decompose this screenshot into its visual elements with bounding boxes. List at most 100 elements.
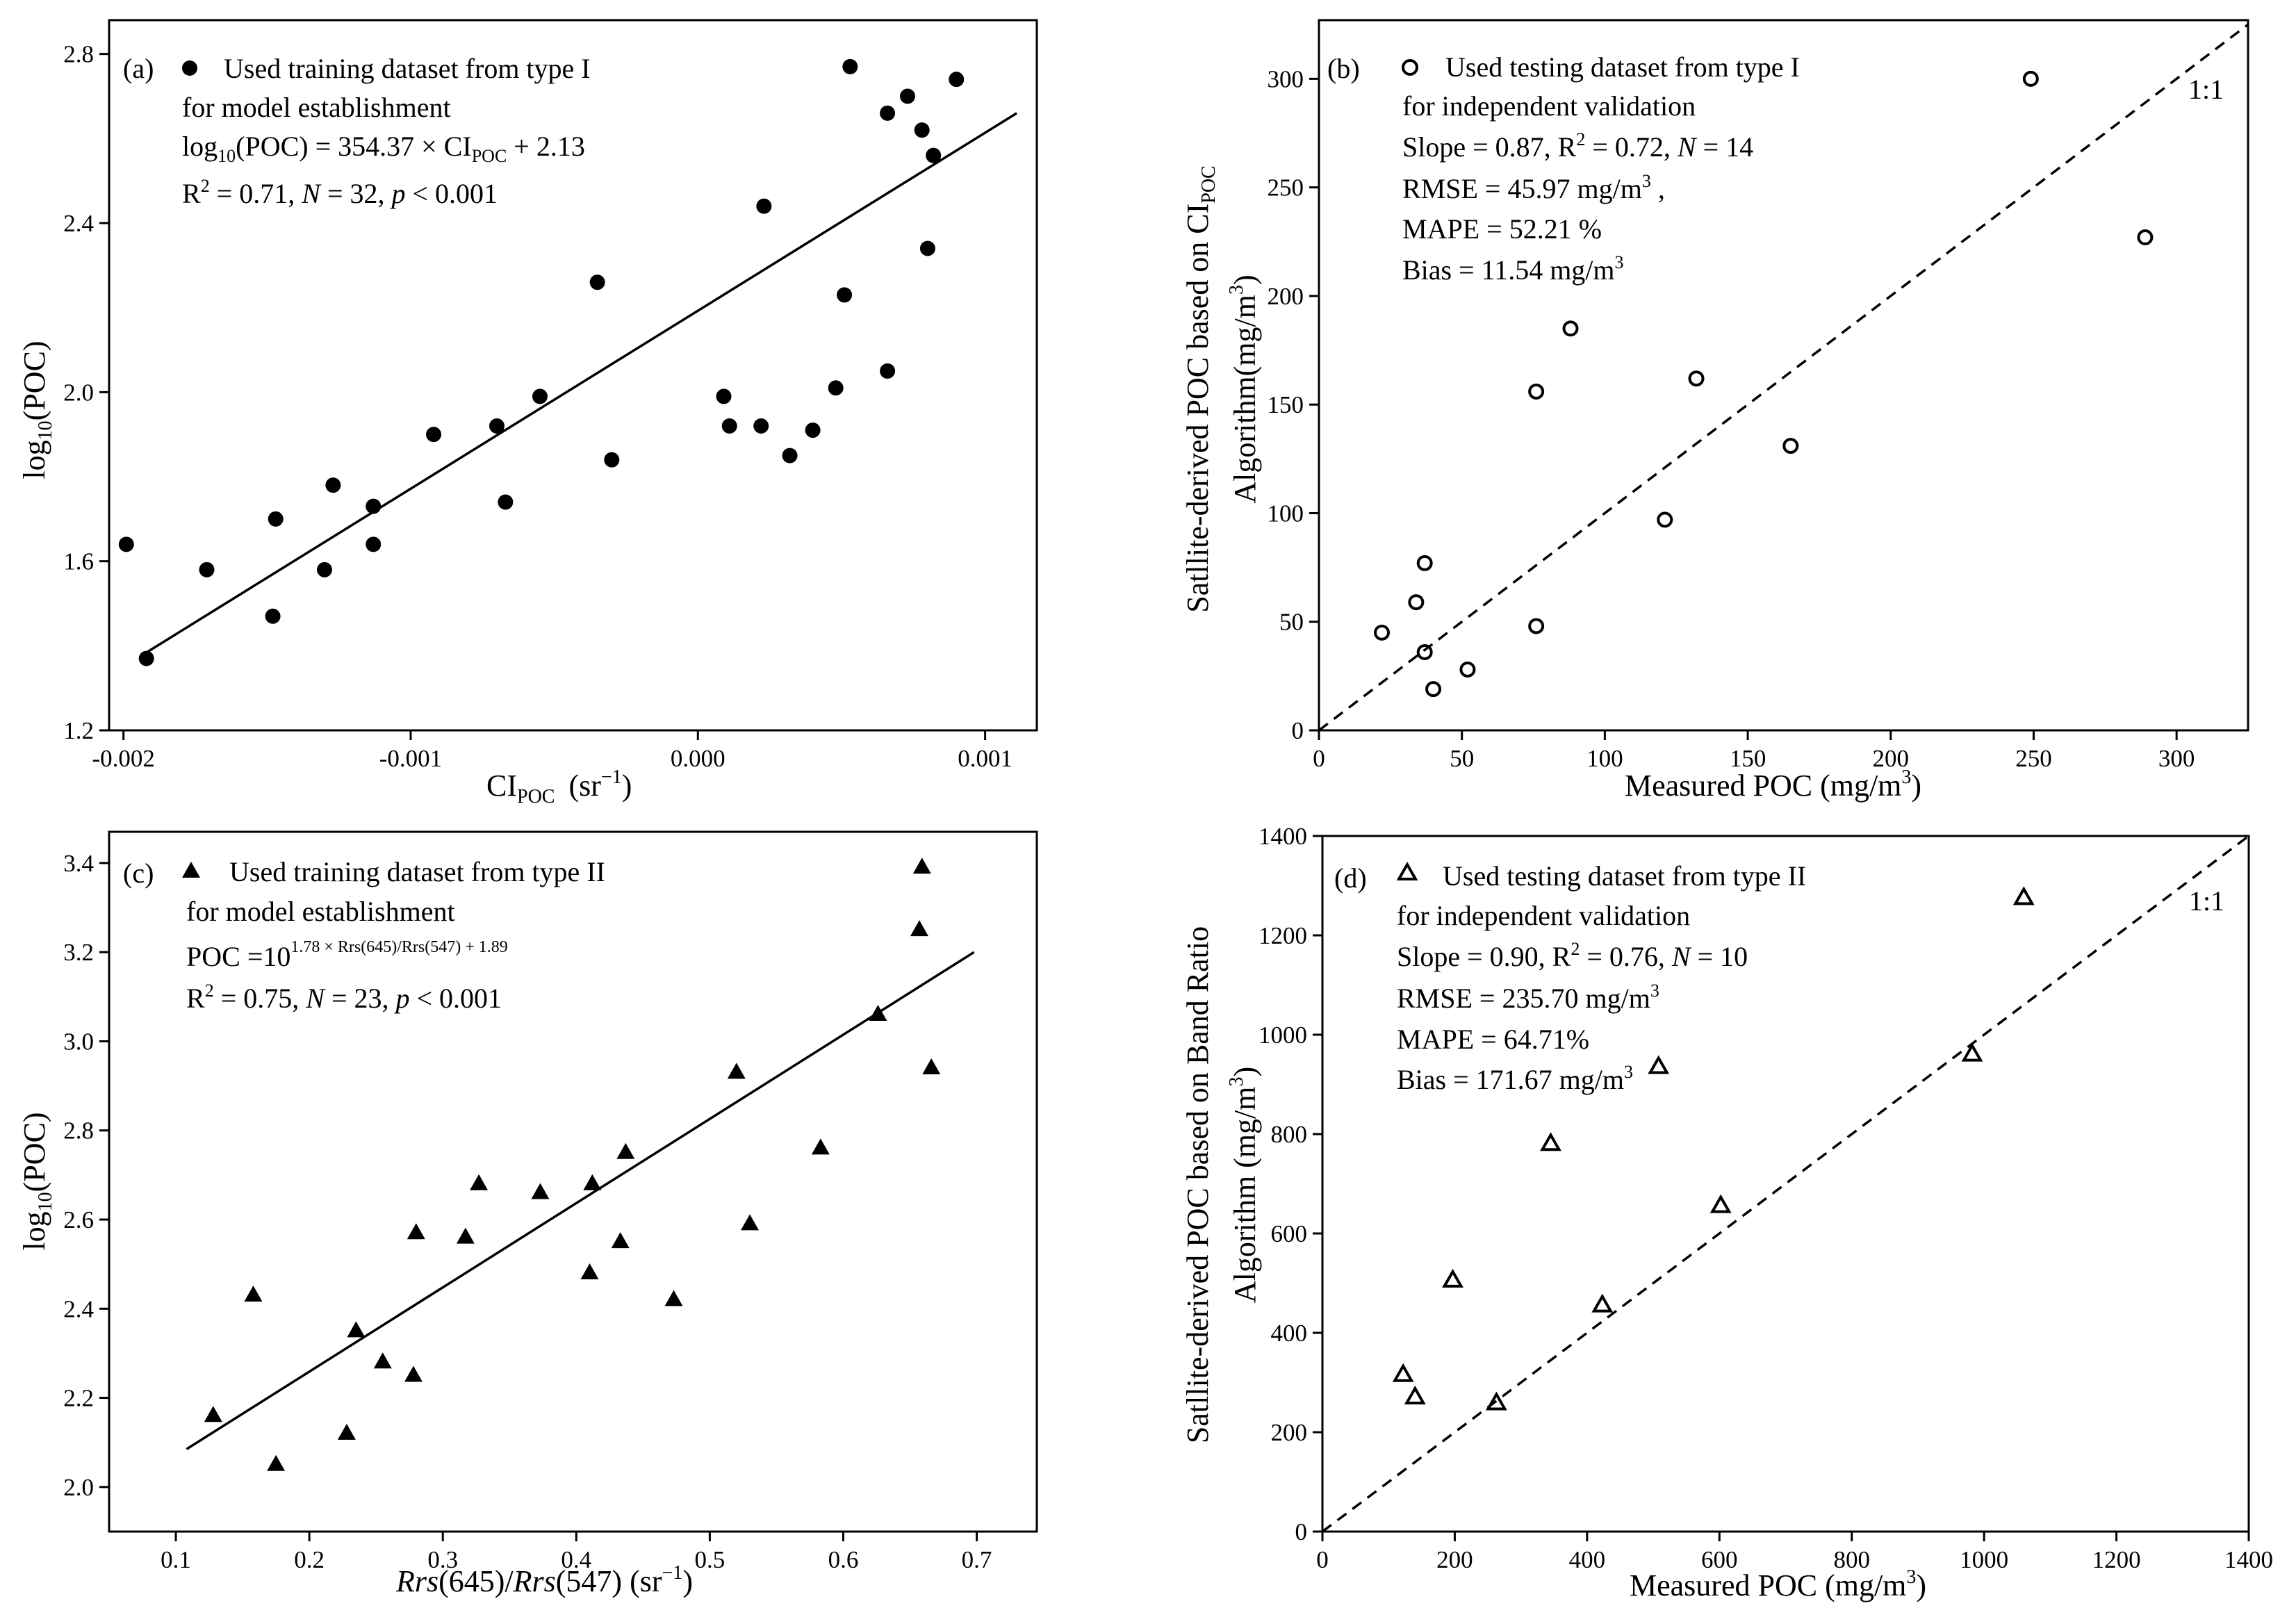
y-tick-label: 2.2 bbox=[63, 1385, 94, 1412]
panel-c-panel-label: (c) bbox=[123, 858, 154, 889]
panel-a-legend-marker bbox=[182, 60, 197, 76]
data-point bbox=[2137, 229, 2154, 246]
panel-d-stats-bias: Bias = 171.67 mg/m3 bbox=[1397, 1062, 1633, 1095]
y-tick-label: 1200 bbox=[1258, 922, 1307, 949]
x-tick-label: 0 bbox=[1316, 1546, 1329, 1573]
x-tick-label: 0.001 bbox=[958, 745, 1012, 772]
panel-d-stats-slope: Slope = 0.90, R2 = 0.76, N = 10 bbox=[1397, 939, 1748, 972]
x-tick-label: 0.2 bbox=[294, 1546, 325, 1573]
panel-d-legend-marker bbox=[1396, 861, 1418, 880]
data-point bbox=[811, 1138, 830, 1155]
x-tick-label: 0.000 bbox=[671, 745, 725, 772]
x-tick-label: 0.5 bbox=[695, 1546, 725, 1573]
data-point bbox=[805, 423, 821, 438]
panel-d-points bbox=[1392, 886, 2035, 1411]
data-point bbox=[470, 1174, 489, 1190]
data-point bbox=[721, 418, 737, 434]
x-tick-label: 400 bbox=[1569, 1546, 1606, 1573]
y-tick-label: 2.8 bbox=[63, 1117, 94, 1145]
panel-c-ticks: 0.1 0.2 0.3 0.4 0.5 0.6 0.7 2.0 2.2 2.4 2.6 2.8 3.0 3… bbox=[63, 850, 992, 1573]
x-tick-label: 0.1 bbox=[161, 1546, 191, 1573]
data-point bbox=[1442, 1268, 1464, 1288]
y-tick-label: 1000 bbox=[1258, 1022, 1307, 1049]
panel-b: 0 50 100 150 200 250 300 0 50 100 150 200 250 300 Mea… bbox=[1181, 19, 2249, 803]
data-point bbox=[727, 1063, 746, 1079]
panel-d-one-to-one-label: 1:1 bbox=[2189, 885, 2224, 917]
panel-c-points bbox=[204, 858, 941, 1471]
data-point bbox=[1485, 1391, 1507, 1411]
y-tick-label: 1.6 bbox=[63, 548, 94, 575]
panel-b-one-to-one-line bbox=[1318, 23, 2249, 732]
y-tick-label: 1.2 bbox=[63, 717, 94, 744]
x-tick-label: 200 bbox=[1873, 745, 1910, 772]
x-tick-label: 0.6 bbox=[828, 1546, 859, 1573]
data-point bbox=[1782, 438, 1799, 454]
panel-a-legend: Used training dataset from type I bbox=[224, 53, 591, 84]
panel-b-one-to-one-label: 1:1 bbox=[2188, 74, 2224, 105]
data-point bbox=[880, 363, 896, 379]
x-tick-label: 1400 bbox=[2224, 1546, 2273, 1573]
x-tick-label: 0.7 bbox=[962, 1546, 992, 1573]
data-point bbox=[1528, 618, 1545, 634]
x-tick-label: -0.002 bbox=[92, 745, 154, 772]
data-point bbox=[1374, 624, 1391, 641]
data-point bbox=[1648, 1055, 1670, 1074]
panel-d-ticks: 0 200 400 600 800 1000 1200 1400 0 200 400 600 800 10… bbox=[1258, 823, 2273, 1573]
y-tick-label: 2.4 bbox=[63, 1295, 94, 1322]
data-point bbox=[267, 1454, 286, 1471]
data-point bbox=[1562, 320, 1579, 337]
data-point bbox=[244, 1286, 263, 1302]
y-tick-label: 2.6 bbox=[63, 1206, 94, 1233]
panel-b-legend-marker bbox=[1402, 59, 1418, 76]
data-point bbox=[366, 536, 382, 552]
data-point bbox=[926, 147, 942, 163]
data-point bbox=[1459, 661, 1476, 678]
y-tick-label: 200 bbox=[1268, 283, 1304, 310]
panel-b-panel-label: (b) bbox=[1327, 53, 1360, 84]
y-tick-label: 2.8 bbox=[63, 41, 94, 68]
y-tick-label: 300 bbox=[1268, 65, 1304, 92]
data-point bbox=[498, 494, 514, 510]
y-tick-label: 3.4 bbox=[63, 850, 94, 877]
data-point bbox=[922, 1058, 941, 1074]
data-point bbox=[373, 1352, 392, 1369]
data-point bbox=[1540, 1132, 1561, 1151]
data-point bbox=[404, 1365, 423, 1382]
data-point bbox=[532, 388, 548, 404]
panel-b-y-label-line2: Algorithm(mg/m3) bbox=[1226, 274, 1262, 503]
data-point bbox=[265, 608, 281, 624]
panel-d-legend-line2: for independent validation bbox=[1397, 900, 1690, 931]
data-point bbox=[664, 1290, 683, 1306]
x-tick-label: -0.001 bbox=[379, 745, 442, 772]
data-point bbox=[900, 88, 916, 104]
data-point bbox=[2022, 70, 2039, 87]
data-point bbox=[1404, 1385, 1426, 1404]
data-point bbox=[949, 72, 965, 88]
data-point bbox=[118, 536, 134, 552]
y-tick-label: 0 bbox=[1292, 717, 1304, 744]
panel-a-panel-label: (a) bbox=[123, 53, 154, 84]
y-tick-label: 600 bbox=[1271, 1220, 1308, 1247]
y-tick-label: 2.0 bbox=[63, 1474, 94, 1501]
x-tick-label: 300 bbox=[2158, 745, 2195, 772]
y-tick-label: 200 bbox=[1271, 1419, 1308, 1446]
data-point bbox=[756, 198, 772, 214]
data-point bbox=[1392, 1363, 1414, 1382]
panel-a: -0.002 -0.001 0.000 0.001 1.2 1.6 2.0 2.4 2.8 CI… bbox=[17, 19, 1038, 807]
panel-c-legend-line2: for model establishment bbox=[186, 896, 455, 927]
data-point bbox=[1416, 555, 1433, 571]
data-point bbox=[337, 1423, 356, 1440]
data-point bbox=[456, 1227, 475, 1244]
panel-d-frame bbox=[1321, 835, 2250, 1533]
data-point bbox=[919, 240, 935, 256]
data-point bbox=[604, 452, 620, 468]
panel-c-legend-marker bbox=[182, 862, 200, 878]
panel-b-frame bbox=[1318, 19, 2249, 732]
data-point bbox=[2012, 886, 2035, 905]
data-point bbox=[828, 380, 844, 396]
y-tick-label: 3.2 bbox=[63, 939, 94, 966]
panel-a-frame bbox=[108, 19, 1038, 732]
y-tick-label: 2.0 bbox=[63, 379, 94, 406]
data-point bbox=[531, 1183, 550, 1199]
